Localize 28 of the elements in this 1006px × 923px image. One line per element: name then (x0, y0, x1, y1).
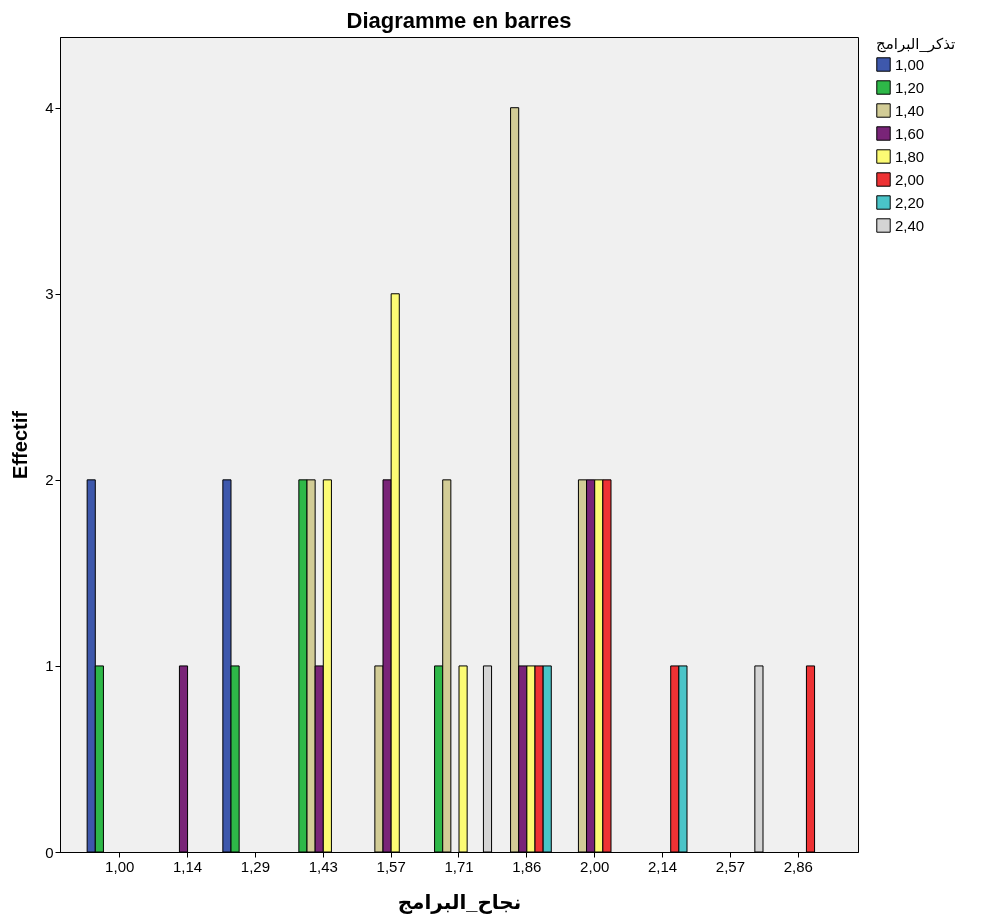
y-tick-label: 2 (45, 471, 54, 489)
x-axis-title: نجاح_البرامج (397, 890, 522, 914)
x-tick-label: 2,00 (580, 857, 610, 875)
x-tick-label: 2,86 (783, 857, 813, 875)
legend-label: 2,00 (895, 170, 925, 188)
x-tick-label: 1,00 (105, 857, 135, 875)
y-axis-title: Effectif (9, 410, 32, 479)
x-tick-label: 2,57 (715, 857, 746, 875)
legend-label: 1,00 (895, 55, 925, 73)
x-tick-label: 1,14 (172, 857, 203, 875)
y-tick-label: 0 (45, 843, 54, 861)
x-tick-label: 1,86 (512, 857, 542, 875)
legend-title: تذكر_البرامج (876, 35, 956, 53)
chart-title: Diagramme en barres (346, 8, 572, 33)
x-tick-label: 1,57 (376, 857, 406, 875)
x-tick-label: 1,43 (308, 857, 338, 875)
y-tick-label: 4 (45, 99, 54, 117)
x-tick-label: 1,29 (240, 857, 271, 875)
x-tick-label: 1,71 (444, 857, 474, 875)
y-tick-label: 1 (45, 657, 54, 675)
legend-label: 1,60 (895, 124, 925, 142)
legend-label: 1,40 (895, 101, 925, 119)
legend-label: 1,80 (895, 147, 925, 165)
y-tick-label: 3 (45, 285, 54, 303)
legend-label: 2,20 (895, 193, 925, 211)
legend-label: 1,20 (895, 78, 925, 96)
legend-label: 2,40 (895, 216, 925, 234)
x-tick-label: 2,14 (647, 857, 678, 875)
